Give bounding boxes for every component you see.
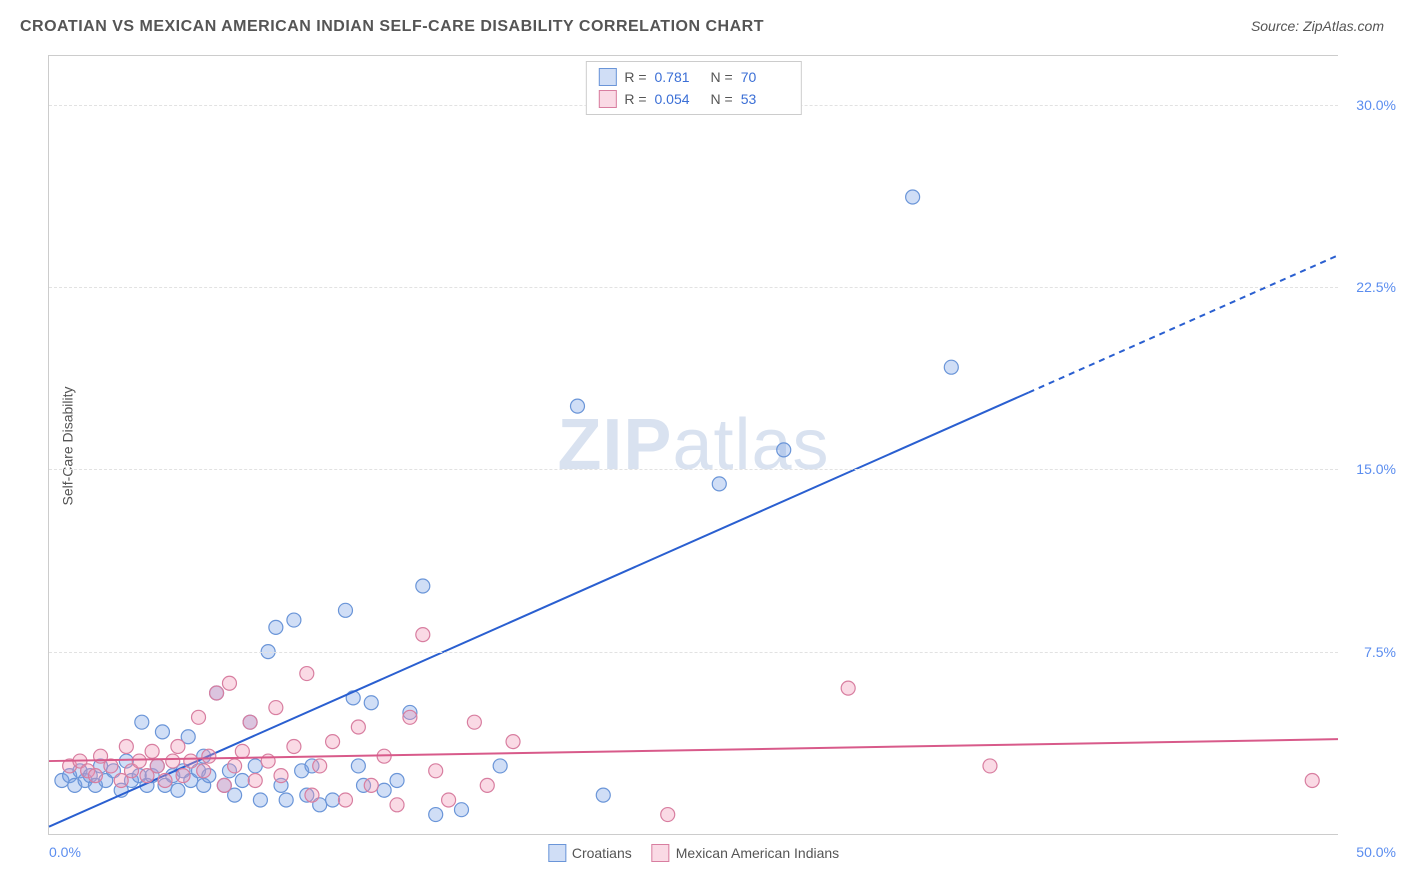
data-point	[364, 778, 378, 792]
gridline	[49, 652, 1338, 653]
data-point	[171, 783, 185, 797]
data-point	[88, 769, 102, 783]
data-point	[429, 764, 443, 778]
data-point	[351, 720, 365, 734]
data-point	[506, 735, 520, 749]
data-point	[269, 701, 283, 715]
data-point	[171, 739, 185, 753]
ytick-label: 15.0%	[1356, 461, 1396, 477]
data-point	[338, 603, 352, 617]
data-point	[166, 754, 180, 768]
data-point	[222, 676, 236, 690]
data-point	[202, 749, 216, 763]
data-point	[158, 774, 172, 788]
data-point	[135, 715, 149, 729]
data-point	[192, 710, 206, 724]
data-point	[326, 793, 340, 807]
data-point	[243, 715, 257, 729]
stats-row-mexican: R = 0.054 N = 53	[598, 88, 788, 110]
data-point	[570, 399, 584, 413]
legend-swatch-mexican	[652, 844, 670, 862]
ytick-label: 22.5%	[1356, 279, 1396, 295]
legend-swatch-croatians	[548, 844, 566, 862]
data-point	[596, 788, 610, 802]
stats-box: R = 0.781 N = 70 R = 0.054 N = 53	[585, 61, 801, 115]
gridline	[49, 469, 1338, 470]
data-point	[197, 764, 211, 778]
source-label: Source: ZipAtlas.com	[1251, 18, 1384, 34]
data-point	[235, 744, 249, 758]
data-point	[305, 788, 319, 802]
data-point	[777, 443, 791, 457]
chart-title: CROATIAN VS MEXICAN AMERICAN INDIAN SELF…	[20, 18, 764, 36]
chart-container: CROATIAN VS MEXICAN AMERICAN INDIAN SELF…	[0, 0, 1406, 892]
data-point	[390, 774, 404, 788]
data-point	[248, 774, 262, 788]
data-point	[416, 628, 430, 642]
data-point	[493, 759, 507, 773]
ytick-label: 30.0%	[1356, 97, 1396, 113]
data-point	[313, 759, 327, 773]
xtick-min: 0.0%	[49, 844, 81, 860]
legend: Croatians Mexican American Indians	[548, 844, 839, 862]
data-point	[184, 754, 198, 768]
data-point	[364, 696, 378, 710]
data-point	[253, 793, 267, 807]
data-point	[210, 686, 224, 700]
data-point	[983, 759, 997, 773]
data-point	[269, 620, 283, 634]
data-point	[429, 808, 443, 822]
data-point	[150, 759, 164, 773]
data-point	[228, 759, 242, 773]
data-point	[132, 754, 146, 768]
data-point	[235, 774, 249, 788]
data-point	[390, 798, 404, 812]
data-point	[279, 793, 293, 807]
data-point	[442, 793, 456, 807]
data-point	[248, 759, 262, 773]
data-point	[661, 808, 675, 822]
data-point	[1305, 774, 1319, 788]
data-point	[155, 725, 169, 739]
data-point	[274, 769, 288, 783]
xtick-max: 50.0%	[1356, 844, 1396, 860]
data-point	[326, 735, 340, 749]
data-point	[906, 190, 920, 204]
data-point	[261, 754, 275, 768]
data-point	[480, 778, 494, 792]
ytick-label: 7.5%	[1364, 644, 1396, 660]
swatch-mexican	[598, 90, 616, 108]
legend-item-croatians: Croatians	[548, 844, 632, 862]
stats-row-croatians: R = 0.781 N = 70	[598, 66, 788, 88]
svg-layer	[49, 56, 1338, 834]
data-point	[119, 739, 133, 753]
data-point	[841, 681, 855, 695]
data-point	[712, 477, 726, 491]
data-point	[467, 715, 481, 729]
data-point	[403, 710, 417, 724]
data-point	[377, 783, 391, 797]
legend-item-mexican: Mexican American Indians	[652, 844, 839, 862]
data-point	[287, 613, 301, 627]
data-point	[176, 769, 190, 783]
data-point	[217, 778, 231, 792]
swatch-croatians	[598, 68, 616, 86]
data-point	[351, 759, 365, 773]
data-point	[454, 803, 468, 817]
data-point	[300, 667, 314, 681]
plot-area: ZIPatlas R = 0.781 N = 70 R = 0.054 N = …	[48, 55, 1338, 835]
data-point	[145, 744, 159, 758]
data-point	[287, 739, 301, 753]
trend-line-dashed	[1029, 255, 1338, 392]
data-point	[416, 579, 430, 593]
data-point	[944, 360, 958, 374]
data-point	[338, 793, 352, 807]
gridline	[49, 287, 1338, 288]
